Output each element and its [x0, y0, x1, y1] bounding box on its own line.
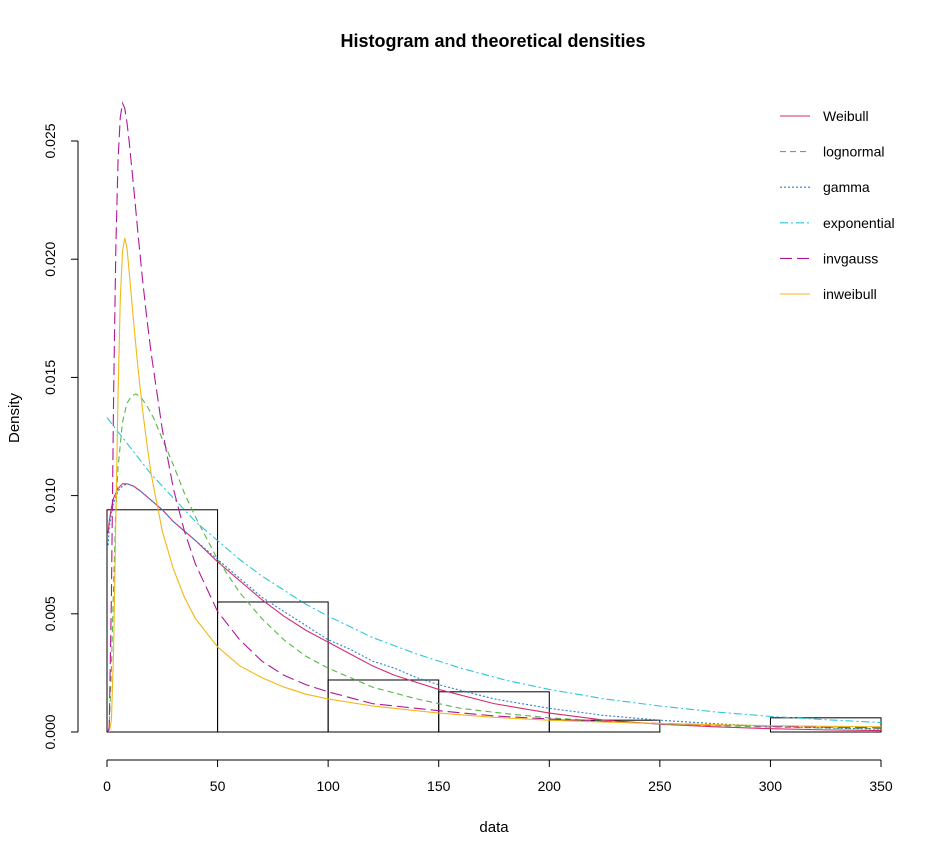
series-line-3 [106, 417, 882, 724]
density-curves [106, 101, 882, 733]
y-tick-label-4: 0.020 [42, 241, 58, 276]
y-tick-label-5: 0.025 [42, 123, 58, 158]
x-tick-label-6: 300 [759, 778, 783, 794]
y-tick-label-3: 0.015 [42, 360, 58, 395]
x-tick-label-0: 0 [103, 778, 111, 794]
series-line-2 [107, 483, 882, 730]
legend-label-0: Weibull [823, 108, 869, 124]
histogram-bar-3 [438, 691, 550, 733]
y-axis-label: Density [6, 392, 23, 443]
y-tick-label-0: 0.000 [42, 714, 58, 749]
y-tick-label-2: 0.010 [42, 478, 58, 513]
x-tick-label-4: 200 [538, 778, 562, 794]
series-line-4 [107, 101, 882, 733]
x-tick-label-2: 100 [316, 778, 340, 794]
legend-label-3: exponential [823, 215, 895, 231]
chart-title: Histogram and theoretical densities [340, 31, 645, 51]
histogram-bar-1 [217, 601, 329, 733]
histogram-bars [106, 509, 882, 733]
x-tick-label-5: 250 [648, 778, 672, 794]
series-line-1 [107, 393, 882, 733]
histogram-bar-0 [106, 509, 219, 733]
histogram-bar-6 [769, 717, 882, 733]
x-tick-label-7: 350 [869, 778, 893, 794]
y-axis: 0.000 0.005 0.010 0.015 0.020 0.025 [42, 123, 79, 750]
series-line-0 [107, 483, 882, 732]
x-tick-label-1: 50 [210, 778, 226, 794]
series-line-5 [108, 237, 882, 733]
legend: Weibull lognormal gamma exponential invgauss… [780, 108, 895, 302]
histogram-bar-2 [327, 679, 440, 733]
legend-label-4: invgauss [823, 250, 878, 266]
y-tick-label-1: 0.005 [42, 596, 58, 631]
x-axis-label: data [479, 819, 509, 836]
legend-label-1: lognormal [823, 144, 884, 160]
x-axis: 0 50 100 150 200 250 300 350 [103, 759, 893, 794]
x-tick-label-3: 150 [427, 778, 451, 794]
legend-label-2: gamma [823, 179, 870, 195]
legend-label-5: inweibull [823, 286, 877, 302]
